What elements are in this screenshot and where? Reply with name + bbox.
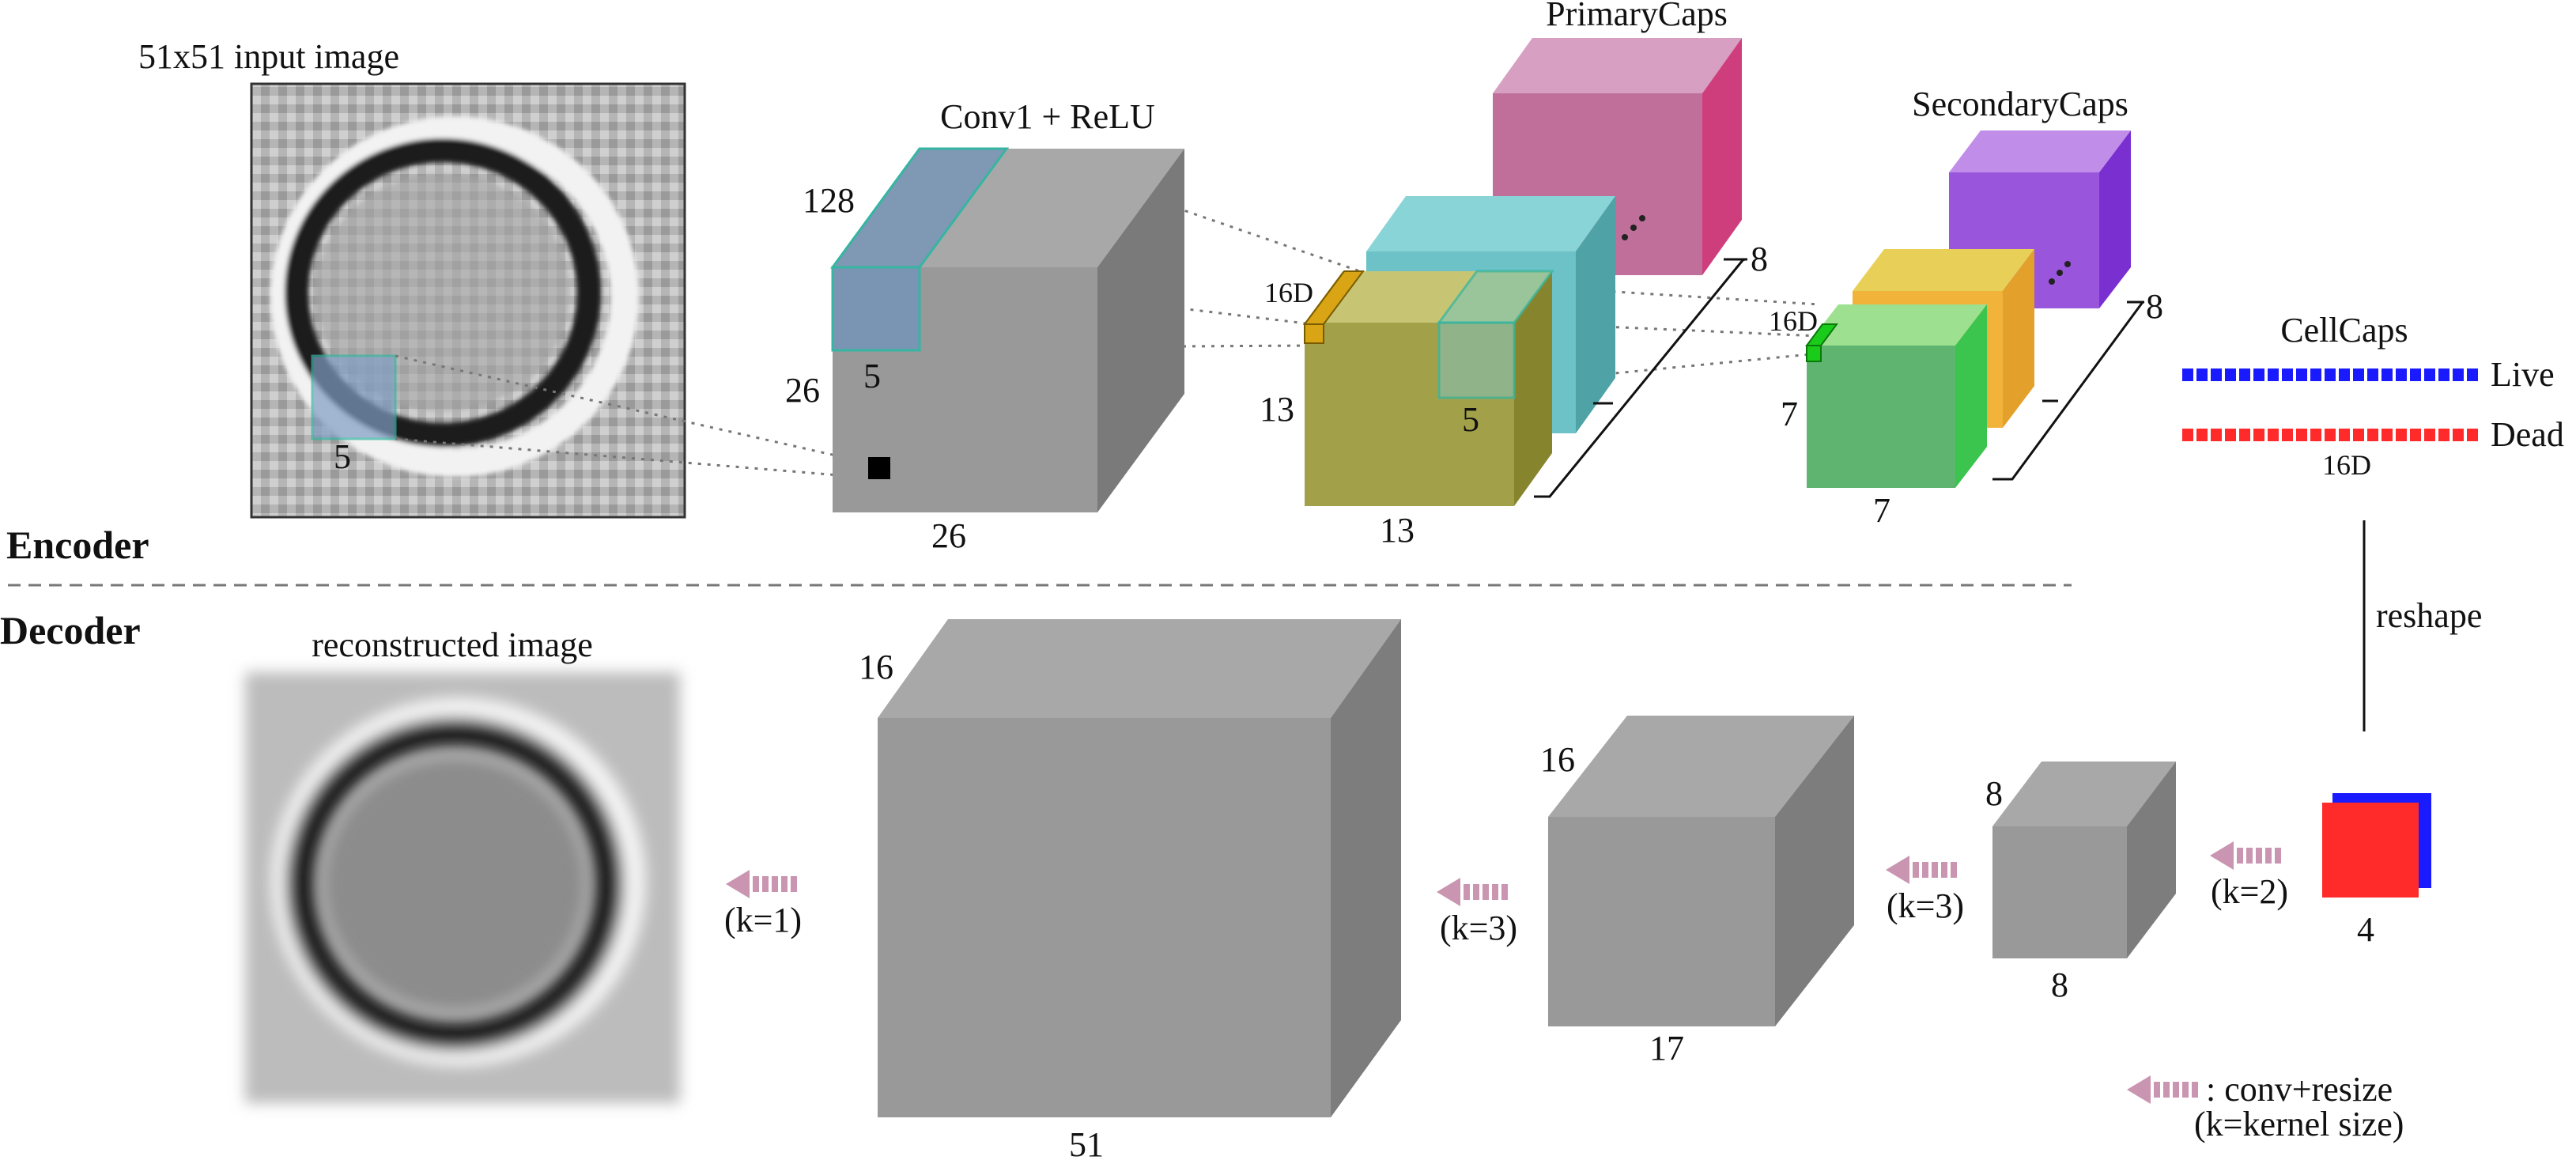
decoder-volume-8: 8 8 — [1985, 762, 2176, 1004]
secondary-caps-volume: SecondaryCaps 16D 7 7 8 — [1769, 85, 2163, 530]
arrow-k3-a-label: (k=3) — [1440, 909, 1517, 947]
reconstructed-image-panel: reconstructed image — [245, 625, 680, 1103]
secondary-caps-dim-label: 16D — [1769, 305, 1818, 337]
reshape-label: reshape — [2376, 596, 2482, 635]
conv1-width-label: 26 — [931, 516, 966, 555]
decoder-volume-17: 16 17 — [1540, 716, 1854, 1068]
decoder-17-depth-label: 16 — [1540, 740, 1575, 779]
cell-caps: CellCaps Live Dead 16D — [2182, 311, 2564, 481]
arrow-k1-label: (k=1) — [724, 901, 802, 939]
arrow-k1: (k=1) — [724, 870, 802, 939]
primary-caps-height-label: 13 — [1260, 390, 1294, 429]
input-kernel-label: 5 — [334, 437, 351, 476]
conv1-title: Conv1 + ReLU — [940, 97, 1155, 136]
secondary-caps-height-label: 7 — [1781, 395, 1798, 433]
arrow-k2-label: (k=2) — [2211, 872, 2288, 911]
decoder-volume-51: 16 51 — [859, 619, 1401, 1164]
primary-caps-count-label: 8 — [1751, 240, 1768, 278]
decoder-51-width-label: 51 — [1069, 1125, 1104, 1164]
primary-caps-kernel-label: 5 — [1462, 400, 1479, 439]
legend: : conv+resize (k=kernel size) — [2127, 1070, 2404, 1143]
cell-caps-title: CellCaps — [2280, 311, 2408, 350]
conv1-depth-label: 128 — [803, 181, 855, 220]
arrow-k2: (k=2) — [2210, 841, 2288, 911]
arrow-k3-b-label: (k=3) — [1887, 886, 1964, 925]
conv1-kernel-label: 5 — [863, 357, 881, 395]
decoder-51-depth-label: 16 — [859, 648, 893, 686]
primary-caps-width-label: 13 — [1380, 511, 1415, 550]
decoder-volume-4: 4 — [2322, 793, 2431, 949]
input-image-title: 51x51 input image — [138, 37, 399, 76]
decoder-4-width-label: 4 — [2357, 910, 2374, 949]
primary-caps-dim-label: 16D — [1264, 277, 1313, 308]
legend-arrow-icon — [2127, 1075, 2198, 1104]
cell-caps-dead-label: Dead — [2491, 415, 2564, 454]
legend-line2: (k=kernel size) — [2194, 1105, 2404, 1143]
input-kernel-patch — [311, 354, 397, 440]
cell-caps-dim-label: 16D — [2322, 449, 2371, 481]
primary-caps-volume: PrimaryCaps 16D 13 5 13 8 — [1260, 0, 1768, 550]
secondary-caps-width-label: 7 — [1873, 491, 1890, 530]
decoder-8-width-label: 8 — [2051, 966, 2068, 1004]
reconstructed-image-title: reconstructed image — [312, 625, 593, 664]
decoder-label: Decoder — [0, 608, 141, 652]
secondary-caps-title: SecondaryCaps — [1912, 85, 2128, 123]
conv1-volume: Conv1 + ReLU 128 26 5 26 — [785, 97, 1184, 555]
cell-caps-live-label: Live — [2491, 355, 2555, 394]
encoder-label: Encoder — [6, 523, 149, 567]
legend-line1: : conv+resize — [2206, 1070, 2393, 1109]
input-image-panel: 51x51 input image 5 — [138, 37, 686, 519]
arrow-k3-b: (k=3) — [1886, 856, 1964, 925]
secondary-caps-count-label: 8 — [2146, 287, 2163, 326]
arrow-k3-a: (k=3) — [1437, 878, 1517, 947]
primary-caps-title: PrimaryCaps — [1546, 0, 1728, 33]
conv1-height-label: 26 — [785, 371, 820, 410]
decoder-8-depth-label: 8 — [1985, 774, 2003, 813]
decoder-17-width-label: 17 — [1649, 1029, 1684, 1068]
